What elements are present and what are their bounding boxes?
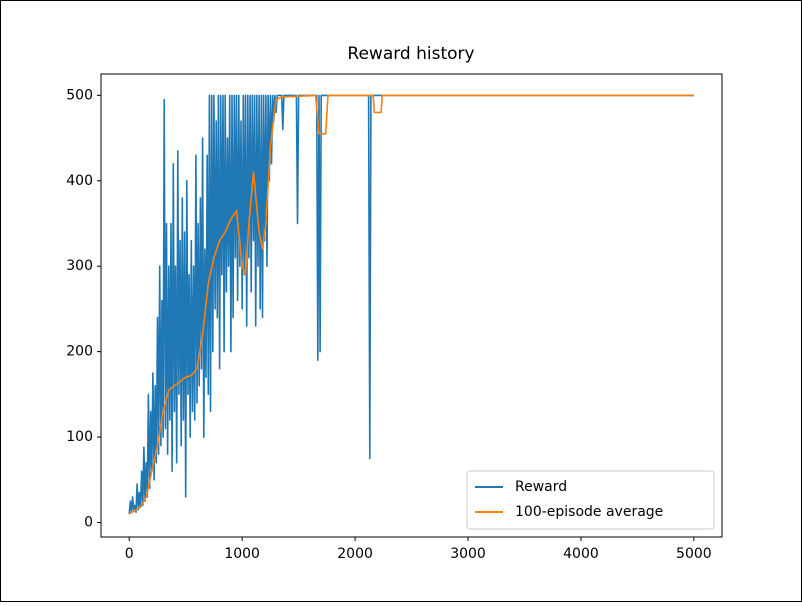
plot-frame [100, 73, 723, 538]
x-tick-label: 1000 [224, 546, 260, 562]
chart-title: Reward history [347, 44, 474, 64]
legend-box [466, 470, 715, 530]
legend-label: Reward [515, 479, 567, 495]
y-tick-label: 100 [66, 429, 93, 445]
y-tick-label: 0 [84, 514, 93, 530]
y-tick-label: 300 [66, 258, 93, 274]
y-tick-label: 400 [66, 173, 93, 189]
series-line [128, 94, 694, 515]
x-tick-label: 3000 [450, 546, 486, 562]
y-tick-label: 500 [66, 87, 93, 103]
x-tick-label: 4000 [563, 546, 599, 562]
legend: Reward 100-episode average [466, 470, 715, 530]
x-tick-label: 5000 [676, 546, 712, 562]
y-tick-label: 200 [66, 344, 93, 360]
legend-label: 100-episode average [515, 504, 663, 520]
x-tick-label: 0 [125, 546, 134, 562]
x-tick-label: 2000 [337, 546, 373, 562]
